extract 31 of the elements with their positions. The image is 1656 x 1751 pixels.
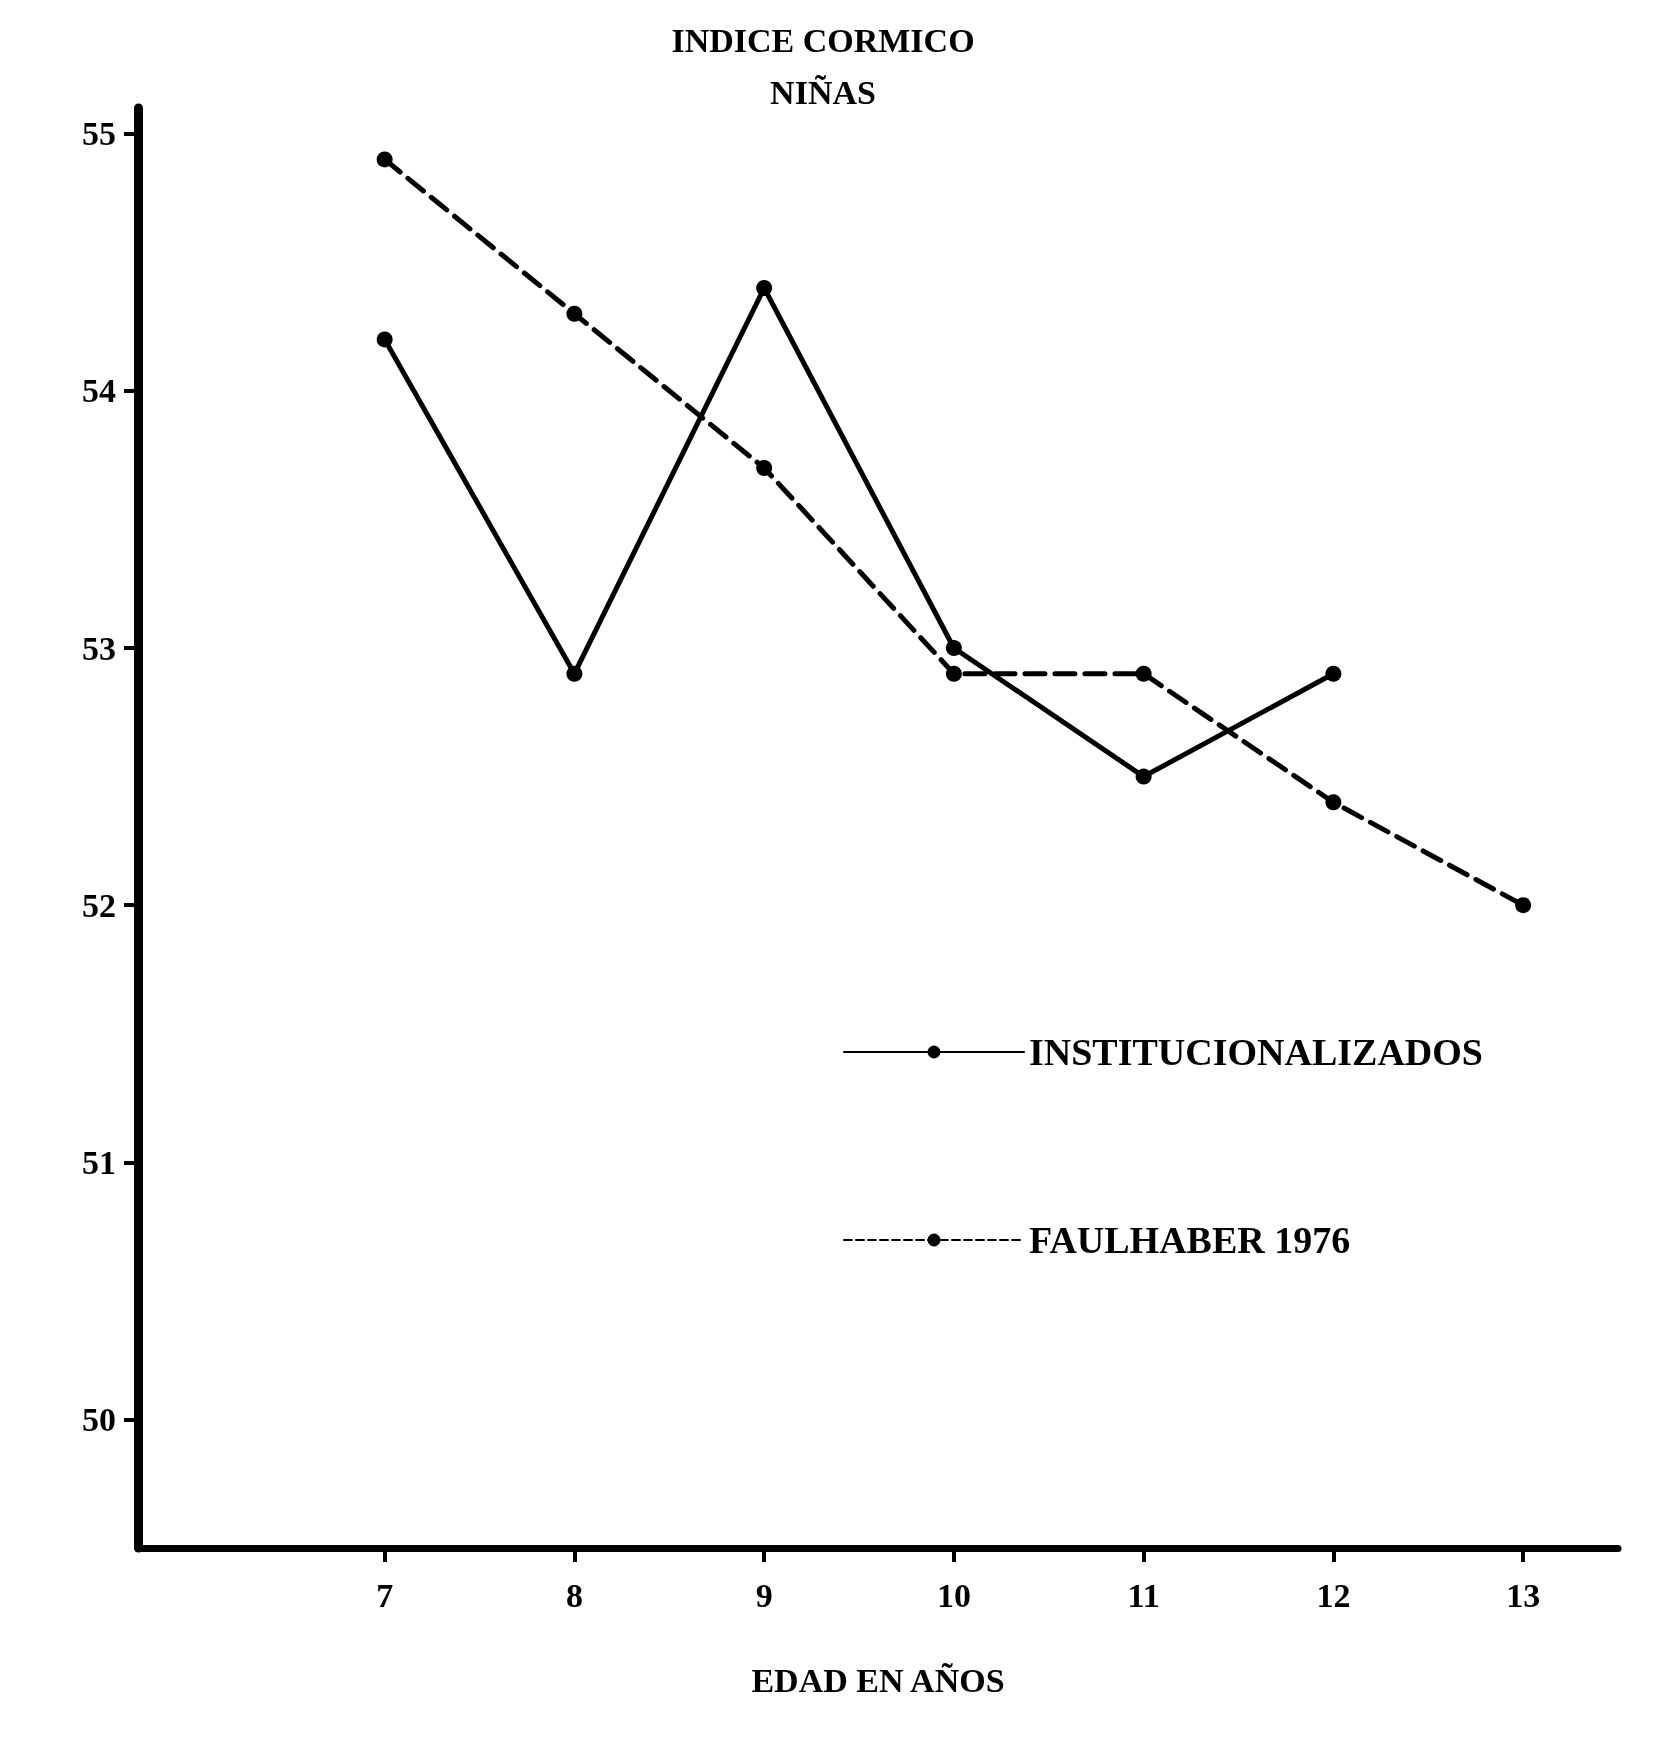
point — [756, 280, 773, 296]
point — [376, 151, 393, 168]
legend-label: INSTITUCIONALIZADOS — [1028, 1031, 1483, 1073]
y-tick-label: 54 — [82, 372, 116, 410]
y-tick-label: 51 — [82, 1143, 116, 1181]
chart-title: INDICE CORMICO — [671, 21, 975, 59]
point — [756, 460, 773, 476]
point — [1325, 665, 1342, 682]
point — [1325, 794, 1342, 811]
x-tick-label: 8 — [565, 1576, 583, 1614]
point — [1135, 665, 1152, 682]
x-tick-label: 10 — [936, 1576, 971, 1614]
x-tick-label: 12 — [1316, 1576, 1351, 1614]
y-tick-label: 55 — [82, 115, 116, 153]
y-tick-label: 52 — [82, 886, 116, 924]
chart-subtitle: NIÑAS — [770, 73, 876, 111]
legend-label: FAULHABER 1976 — [1028, 1219, 1351, 1261]
x-axis-title: EDAD EN AÑOS — [751, 1661, 1005, 1699]
point — [945, 640, 962, 656]
point — [376, 331, 393, 348]
point — [566, 665, 583, 682]
point — [1135, 768, 1152, 785]
x-tick-label: 11 — [1127, 1576, 1160, 1614]
point — [945, 665, 962, 682]
x-tick-label: 7 — [376, 1576, 394, 1614]
y-tick-label: 53 — [82, 629, 116, 667]
y-tick-label: 50 — [82, 1400, 116, 1438]
point — [566, 305, 583, 322]
x-tick-label: 9 — [755, 1576, 773, 1614]
point — [1515, 897, 1532, 914]
x-tick-label: 13 — [1506, 1576, 1541, 1614]
